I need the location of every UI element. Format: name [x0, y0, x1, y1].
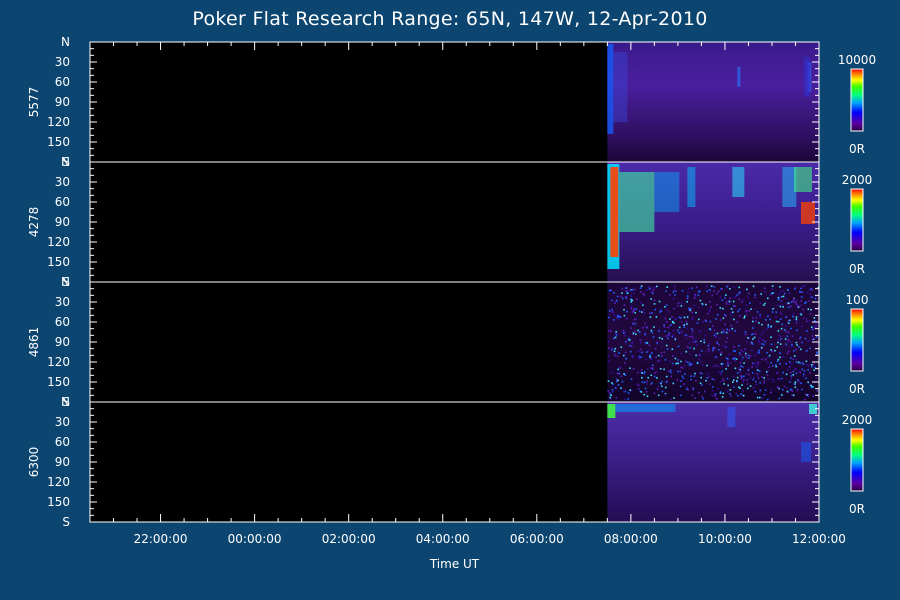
panel-ylabel: 4278	[27, 207, 41, 238]
panel-ylabel: 5577	[27, 87, 41, 118]
panel-4278	[89, 161, 820, 283]
colorbar-min-label: 0R	[849, 502, 865, 516]
colorbar-min-label: 0R	[849, 142, 865, 156]
y-tick-label: 30	[55, 295, 70, 309]
x-tick-label: 10:00:00	[698, 532, 752, 546]
y-tick-label: S	[62, 155, 70, 169]
y-tick-label: 120	[47, 235, 70, 249]
colorbar	[850, 68, 864, 132]
y-tick-label: S	[62, 395, 70, 409]
x-tick-label: 04:00:00	[416, 532, 470, 546]
chart-title: Poker Flat Research Range: 65N, 147W, 12…	[192, 8, 708, 30]
y-tick-label: 150	[47, 135, 70, 149]
y-tick-label: 120	[47, 115, 70, 129]
y-tick-label: 90	[55, 95, 70, 109]
y-tick-label: 90	[55, 335, 70, 349]
y-tick-label: 150	[47, 255, 70, 269]
y-tick-label: S	[62, 515, 70, 529]
y-tick-label: 60	[55, 315, 70, 329]
panel-5577	[89, 41, 820, 163]
y-tick-label: 30	[55, 175, 70, 189]
y-tick-label: S	[62, 275, 70, 289]
colorbar-max-label: 2000	[842, 173, 873, 187]
colorbar-max-label: 2000	[842, 413, 873, 427]
colorbar-min-label: 0R	[849, 382, 865, 396]
y-tick-label: 120	[47, 355, 70, 369]
y-tick-label: 150	[47, 375, 70, 389]
y-tick-label: 90	[55, 215, 70, 229]
y-tick-label: 60	[55, 75, 70, 89]
panel-ylabel: 4861	[27, 327, 41, 358]
y-tick-label: 30	[55, 415, 70, 429]
panel-6300	[89, 401, 820, 523]
y-tick-label: 90	[55, 455, 70, 469]
y-tick-label: 60	[55, 195, 70, 209]
colorbar	[850, 188, 864, 252]
y-tick-label: N	[61, 275, 70, 289]
y-tick-label: 150	[47, 495, 70, 509]
x-axis-label: Time UT	[429, 557, 480, 571]
colorbar	[850, 308, 864, 372]
y-tick-label: N	[61, 395, 70, 409]
panel-4861	[89, 281, 820, 403]
colorbar	[850, 428, 864, 492]
y-tick-label: N	[61, 155, 70, 169]
y-tick-label: 120	[47, 475, 70, 489]
y-tick-label: 30	[55, 55, 70, 69]
x-tick-label: 00:00:00	[228, 532, 282, 546]
x-tick-label: 02:00:00	[322, 532, 376, 546]
colorbar-max-label: 100	[846, 293, 869, 307]
colorbar-max-label: 10000	[838, 53, 876, 67]
x-tick-label: 06:00:00	[510, 532, 564, 546]
x-tick-label: 22:00:00	[134, 532, 188, 546]
x-tick-label: 12:00:00	[792, 532, 846, 546]
panel-ylabel: 6300	[27, 447, 41, 478]
y-tick-label: 60	[55, 435, 70, 449]
y-tick-label: N	[61, 35, 70, 49]
colorbar-min-label: 0R	[849, 262, 865, 276]
x-tick-label: 08:00:00	[604, 532, 658, 546]
